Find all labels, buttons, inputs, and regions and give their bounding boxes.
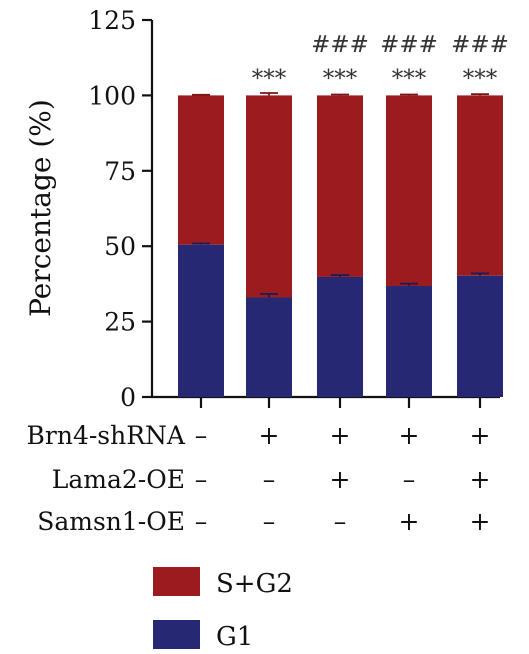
condition-label: Lama2-OE — [52, 465, 185, 494]
significance-hashes: ### — [380, 32, 438, 58]
bar-segment-s-g2 — [178, 95, 224, 245]
significance-stars: *** — [392, 66, 427, 92]
bar-segment-g1 — [317, 276, 363, 397]
legend-label: G1 — [216, 622, 253, 652]
condition-mark: + — [470, 507, 491, 536]
significance-annotations: *** *** ### *** ### *** ### — [252, 32, 509, 92]
bars — [178, 92, 503, 397]
bar-segment-g1 — [457, 275, 503, 397]
condition-mark: – — [195, 507, 208, 536]
significance-hashes: ### — [311, 32, 369, 58]
significance-stars: *** — [463, 66, 498, 92]
legend-swatch — [153, 620, 200, 649]
condition-mark: + — [330, 421, 351, 450]
bar-segment-g1 — [178, 244, 224, 397]
condition-mark: + — [470, 465, 491, 494]
y-tick-label: 50 — [104, 232, 136, 261]
condition-mark: + — [399, 507, 420, 536]
condition-mark: + — [470, 421, 491, 450]
legend-swatch — [153, 567, 200, 596]
condition-mark: – — [263, 507, 276, 536]
significance-hashes: ### — [451, 32, 509, 58]
condition-mark: + — [399, 421, 420, 450]
condition-mark: – — [195, 465, 208, 494]
significance-stars: *** — [323, 66, 358, 92]
condition-label: Samsn1-OE — [37, 507, 185, 536]
axes: 0 25 50 75 100 125 Percentage (%) — [24, 6, 500, 412]
y-tick-label: 0 — [120, 383, 136, 412]
condition-table: Brn4-shRNA – + + + +Lama2-OE – – + – +Samsn1-OE – – –… — [27, 421, 491, 536]
condition-mark: – — [334, 507, 347, 536]
y-tick-label: 25 — [104, 308, 136, 337]
condition-label: Brn4-shRNA — [27, 421, 186, 450]
y-tick-label: 125 — [88, 6, 136, 35]
y-tick-label: 100 — [88, 81, 136, 110]
bar-segment-g1 — [246, 297, 292, 397]
y-axis-label: Percentage (%) — [24, 99, 57, 317]
condition-mark: + — [259, 421, 280, 450]
bar-segment-s-g2 — [386, 95, 432, 287]
condition-mark: + — [330, 465, 351, 494]
condition-mark: – — [263, 465, 276, 494]
significance-stars: *** — [252, 66, 287, 92]
legend-label: S+G2 — [216, 569, 293, 599]
bar-segment-s-g2 — [317, 95, 363, 277]
legend: S+G2 G1 — [153, 567, 293, 652]
condition-mark: – — [403, 465, 416, 494]
bar-segment-s-g2 — [246, 95, 292, 298]
bar-segment-s-g2 — [457, 95, 503, 276]
bar-segment-g1 — [386, 286, 432, 397]
condition-mark: – — [195, 421, 208, 450]
y-tick-label: 75 — [104, 157, 136, 186]
